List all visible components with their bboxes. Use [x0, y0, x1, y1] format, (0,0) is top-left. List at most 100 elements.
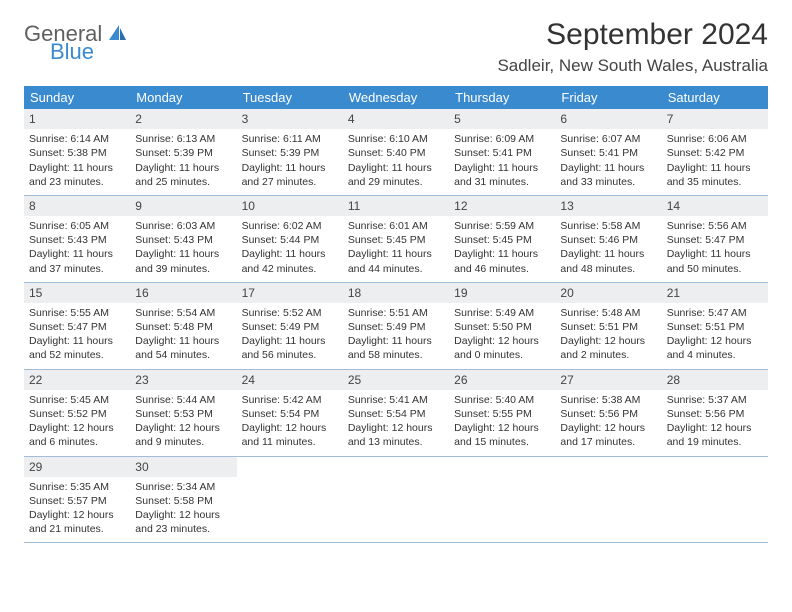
day-cell: [343, 457, 449, 543]
sunset-line: Sunset: 5:38 PM: [29, 146, 125, 160]
day-header: Saturday: [662, 86, 768, 109]
daylight-line: and 33 minutes.: [560, 175, 656, 189]
sunset-line: Sunset: 5:49 PM: [242, 320, 338, 334]
day-cell: 19Sunrise: 5:49 AMSunset: 5:50 PMDayligh…: [449, 283, 555, 369]
day-cell: 24Sunrise: 5:42 AMSunset: 5:54 PMDayligh…: [237, 370, 343, 456]
daylight-line: and 35 minutes.: [667, 175, 763, 189]
sunrise-line: Sunrise: 5:58 AM: [560, 219, 656, 233]
day-cell: [555, 457, 661, 543]
daylight-line: and 23 minutes.: [29, 175, 125, 189]
day-number: 18: [343, 283, 449, 303]
day-header-row: SundayMondayTuesdayWednesdayThursdayFrid…: [24, 86, 768, 109]
week-row: 8Sunrise: 6:05 AMSunset: 5:43 PMDaylight…: [24, 196, 768, 283]
sunset-line: Sunset: 5:44 PM: [242, 233, 338, 247]
day-number: 4: [343, 109, 449, 129]
day-number: 16: [130, 283, 236, 303]
day-cell: 11Sunrise: 6:01 AMSunset: 5:45 PMDayligh…: [343, 196, 449, 282]
daylight-line: Daylight: 11 hours: [135, 161, 231, 175]
day-cell: 21Sunrise: 5:47 AMSunset: 5:51 PMDayligh…: [662, 283, 768, 369]
daylight-line: and 56 minutes.: [242, 348, 338, 362]
sunset-line: Sunset: 5:40 PM: [348, 146, 444, 160]
daylight-line: Daylight: 12 hours: [29, 508, 125, 522]
day-cell: 10Sunrise: 6:02 AMSunset: 5:44 PMDayligh…: [237, 196, 343, 282]
day-cell: 3Sunrise: 6:11 AMSunset: 5:39 PMDaylight…: [237, 109, 343, 195]
daylight-line: and 25 minutes.: [135, 175, 231, 189]
day-cell: 16Sunrise: 5:54 AMSunset: 5:48 PMDayligh…: [130, 283, 236, 369]
sunrise-line: Sunrise: 6:10 AM: [348, 132, 444, 146]
day-cell: 13Sunrise: 5:58 AMSunset: 5:46 PMDayligh…: [555, 196, 661, 282]
day-cell: 20Sunrise: 5:48 AMSunset: 5:51 PMDayligh…: [555, 283, 661, 369]
daylight-line: and 39 minutes.: [135, 262, 231, 276]
daylight-line: and 6 minutes.: [29, 435, 125, 449]
sunrise-line: Sunrise: 5:40 AM: [454, 393, 550, 407]
daylight-line: and 19 minutes.: [667, 435, 763, 449]
sunrise-line: Sunrise: 5:56 AM: [667, 219, 763, 233]
sunrise-line: Sunrise: 6:07 AM: [560, 132, 656, 146]
day-cell: 9Sunrise: 6:03 AMSunset: 5:43 PMDaylight…: [130, 196, 236, 282]
day-number: 23: [130, 370, 236, 390]
sunset-line: Sunset: 5:42 PM: [667, 146, 763, 160]
week-row: 1Sunrise: 6:14 AMSunset: 5:38 PMDaylight…: [24, 109, 768, 196]
day-cell: 28Sunrise: 5:37 AMSunset: 5:56 PMDayligh…: [662, 370, 768, 456]
sunrise-line: Sunrise: 5:51 AM: [348, 306, 444, 320]
day-number: 7: [662, 109, 768, 129]
day-number: 22: [24, 370, 130, 390]
daylight-line: Daylight: 11 hours: [348, 247, 444, 261]
daylight-line: and 21 minutes.: [29, 522, 125, 536]
daylight-line: Daylight: 11 hours: [242, 161, 338, 175]
daylight-line: Daylight: 12 hours: [560, 421, 656, 435]
daylight-line: Daylight: 11 hours: [667, 161, 763, 175]
sunrise-line: Sunrise: 5:54 AM: [135, 306, 231, 320]
day-number: 8: [24, 196, 130, 216]
title-block: September 2024 Sadleir, New South Wales,…: [497, 18, 768, 76]
sunrise-line: Sunrise: 6:01 AM: [348, 219, 444, 233]
sunrise-line: Sunrise: 5:52 AM: [242, 306, 338, 320]
daylight-line: Daylight: 11 hours: [348, 334, 444, 348]
sunrise-line: Sunrise: 5:42 AM: [242, 393, 338, 407]
day-number: 27: [555, 370, 661, 390]
sunset-line: Sunset: 5:56 PM: [667, 407, 763, 421]
logo-sail-icon: [109, 28, 127, 45]
daylight-line: and 15 minutes.: [454, 435, 550, 449]
day-number: 28: [662, 370, 768, 390]
day-number: 12: [449, 196, 555, 216]
sunset-line: Sunset: 5:51 PM: [560, 320, 656, 334]
sunrise-line: Sunrise: 6:13 AM: [135, 132, 231, 146]
sunset-line: Sunset: 5:39 PM: [242, 146, 338, 160]
daylight-line: Daylight: 11 hours: [454, 161, 550, 175]
day-header: Wednesday: [343, 86, 449, 109]
day-cell: 22Sunrise: 5:45 AMSunset: 5:52 PMDayligh…: [24, 370, 130, 456]
daylight-line: and 42 minutes.: [242, 262, 338, 276]
sunset-line: Sunset: 5:46 PM: [560, 233, 656, 247]
day-cell: 12Sunrise: 5:59 AMSunset: 5:45 PMDayligh…: [449, 196, 555, 282]
sunrise-line: Sunrise: 5:49 AM: [454, 306, 550, 320]
daylight-line: Daylight: 12 hours: [454, 421, 550, 435]
daylight-line: and 37 minutes.: [29, 262, 125, 276]
day-cell: 18Sunrise: 5:51 AMSunset: 5:49 PMDayligh…: [343, 283, 449, 369]
day-cell: 30Sunrise: 5:34 AMSunset: 5:58 PMDayligh…: [130, 457, 236, 543]
sunrise-line: Sunrise: 6:05 AM: [29, 219, 125, 233]
day-number: 19: [449, 283, 555, 303]
sunset-line: Sunset: 5:58 PM: [135, 494, 231, 508]
logo-text: General Blue: [24, 24, 127, 62]
day-cell: 2Sunrise: 6:13 AMSunset: 5:39 PMDaylight…: [130, 109, 236, 195]
daylight-line: Daylight: 12 hours: [135, 421, 231, 435]
day-cell: 6Sunrise: 6:07 AMSunset: 5:41 PMDaylight…: [555, 109, 661, 195]
daylight-line: and 9 minutes.: [135, 435, 231, 449]
sunset-line: Sunset: 5:39 PM: [135, 146, 231, 160]
daylight-line: Daylight: 12 hours: [560, 334, 656, 348]
sunrise-line: Sunrise: 5:59 AM: [454, 219, 550, 233]
sunset-line: Sunset: 5:57 PM: [29, 494, 125, 508]
day-number: 10: [237, 196, 343, 216]
day-cell: 14Sunrise: 5:56 AMSunset: 5:47 PMDayligh…: [662, 196, 768, 282]
day-cell: 29Sunrise: 5:35 AMSunset: 5:57 PMDayligh…: [24, 457, 130, 543]
daylight-line: Daylight: 11 hours: [29, 161, 125, 175]
week-row: 22Sunrise: 5:45 AMSunset: 5:52 PMDayligh…: [24, 370, 768, 457]
sunrise-line: Sunrise: 5:34 AM: [135, 480, 231, 494]
sunrise-line: Sunrise: 6:02 AM: [242, 219, 338, 233]
day-cell: 4Sunrise: 6:10 AMSunset: 5:40 PMDaylight…: [343, 109, 449, 195]
daylight-line: Daylight: 12 hours: [667, 334, 763, 348]
sunrise-line: Sunrise: 5:37 AM: [667, 393, 763, 407]
sunset-line: Sunset: 5:54 PM: [242, 407, 338, 421]
day-number: 17: [237, 283, 343, 303]
